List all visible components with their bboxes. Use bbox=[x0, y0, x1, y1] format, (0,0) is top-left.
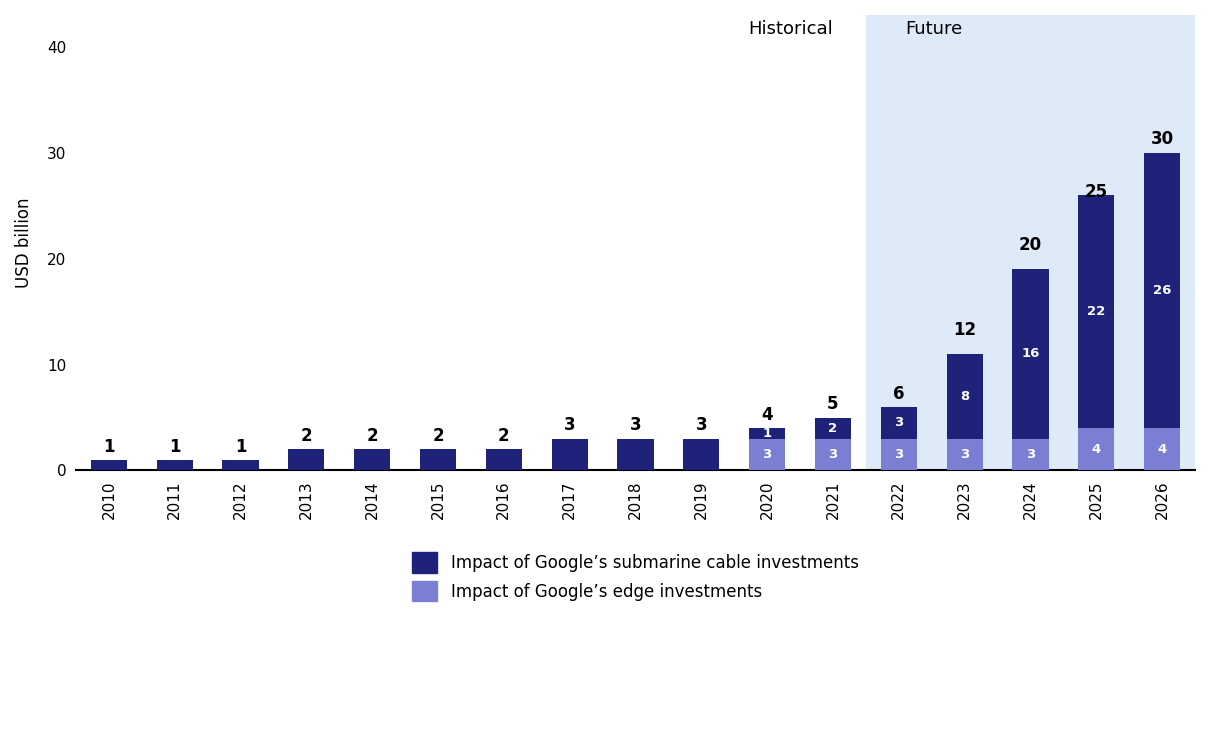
Text: 6: 6 bbox=[893, 385, 905, 403]
Bar bbox=[946, 354, 983, 439]
Text: 3: 3 bbox=[629, 416, 641, 434]
Text: 3: 3 bbox=[829, 448, 837, 461]
Bar bbox=[617, 439, 653, 470]
Bar bbox=[1078, 195, 1114, 428]
Text: 3: 3 bbox=[894, 416, 904, 429]
Bar bbox=[223, 460, 259, 470]
Text: 12: 12 bbox=[953, 321, 976, 339]
Text: 3: 3 bbox=[762, 448, 772, 461]
Bar bbox=[1013, 439, 1049, 470]
Bar bbox=[814, 418, 851, 439]
Bar bbox=[288, 449, 324, 470]
Text: 1: 1 bbox=[235, 437, 247, 456]
Text: 16: 16 bbox=[1021, 347, 1039, 361]
Bar bbox=[946, 439, 983, 470]
Bar bbox=[552, 439, 588, 470]
Text: 3: 3 bbox=[960, 448, 969, 461]
Bar bbox=[355, 449, 391, 470]
Text: 3: 3 bbox=[1026, 448, 1035, 461]
Text: 2: 2 bbox=[499, 427, 509, 445]
Text: 5: 5 bbox=[828, 395, 839, 413]
Text: Historical: Historical bbox=[748, 20, 832, 38]
Bar bbox=[1143, 153, 1180, 428]
Text: 26: 26 bbox=[1153, 284, 1171, 297]
Text: 1: 1 bbox=[103, 437, 115, 456]
Bar bbox=[866, 15, 1195, 470]
Text: 25: 25 bbox=[1084, 183, 1108, 201]
Text: 4: 4 bbox=[1158, 443, 1166, 456]
Text: 3: 3 bbox=[564, 416, 576, 434]
Text: 4: 4 bbox=[761, 406, 773, 424]
Text: 2: 2 bbox=[829, 422, 837, 434]
Bar bbox=[1078, 428, 1114, 470]
Text: 1: 1 bbox=[169, 437, 180, 456]
Y-axis label: USD billion: USD billion bbox=[15, 198, 33, 288]
Text: 2: 2 bbox=[432, 427, 444, 445]
Text: 3: 3 bbox=[696, 416, 707, 434]
Bar bbox=[749, 428, 785, 439]
Text: 30: 30 bbox=[1151, 131, 1174, 148]
Legend: Impact of Google’s submarine cable investments, Impact of Google’s edge investme: Impact of Google’s submarine cable inves… bbox=[405, 545, 865, 608]
Bar bbox=[156, 460, 192, 470]
Text: 4: 4 bbox=[1091, 443, 1101, 456]
Text: 22: 22 bbox=[1087, 305, 1106, 318]
Bar bbox=[749, 439, 785, 470]
Text: 20: 20 bbox=[1019, 237, 1042, 254]
Bar bbox=[1143, 428, 1180, 470]
Text: 2: 2 bbox=[367, 427, 378, 445]
Text: 2: 2 bbox=[300, 427, 312, 445]
Text: Future: Future bbox=[905, 20, 963, 38]
Bar bbox=[91, 460, 127, 470]
Text: 8: 8 bbox=[960, 390, 969, 403]
Bar bbox=[485, 449, 522, 470]
Text: 1: 1 bbox=[762, 427, 772, 440]
Bar bbox=[1013, 269, 1049, 439]
Bar bbox=[881, 407, 917, 439]
Bar bbox=[814, 439, 851, 470]
Bar bbox=[420, 449, 456, 470]
Bar bbox=[881, 439, 917, 470]
Bar bbox=[684, 439, 720, 470]
Text: 3: 3 bbox=[894, 448, 904, 461]
